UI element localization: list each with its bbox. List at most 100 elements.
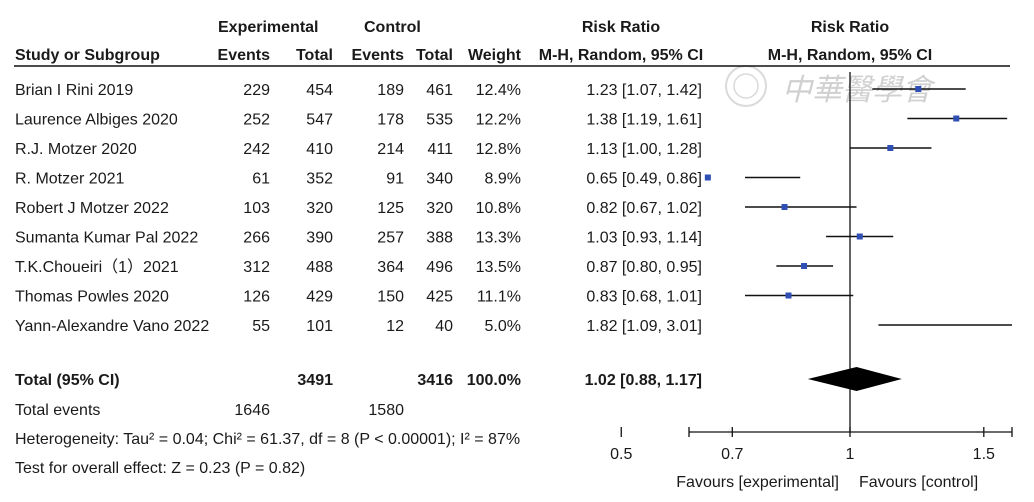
exp-events-value: 61 (252, 171, 270, 188)
exp-total-value: 390 (306, 230, 333, 247)
weight-value: 10.8% (476, 200, 521, 217)
weight-value: 12.2% (476, 112, 521, 129)
total-label: Total (95% CI) (15, 372, 120, 389)
study-row: R. Motzer 2021 61 352 91 340 8.9% 0.65 [0.49, … (15, 171, 702, 188)
exp-total-value: 454 (306, 82, 333, 99)
exp-events-value: 55 (252, 318, 270, 335)
study-row: T.K.Choueiri（1）2021 312 488 364 496 13.5% 0.87… (15, 258, 702, 276)
favours-experimental-label: Favours [experimental] (676, 474, 839, 491)
study-name: R.J. Motzer 2020 (15, 141, 137, 158)
weight-value: 13.5% (476, 259, 521, 276)
ctl-events-value: 189 (377, 82, 404, 99)
weight-value: 8.9% (485, 171, 521, 188)
ctl-events-value: 125 (377, 200, 404, 217)
total-row: Total (95% CI) 3491 3416 100.0% 1.02 [0.… (15, 372, 702, 389)
study-rows: Brian I Rini 2019 229 454 189 461 12.4% 1.23 [… (15, 82, 702, 335)
weight-value: 5.0% (485, 318, 521, 335)
exp-total-value: 488 (306, 259, 333, 276)
ctl-total-value: 535 (426, 112, 453, 129)
total-events-ctl: 1580 (368, 402, 404, 419)
study-name: Sumanta Kumar Pal 2022 (15, 230, 198, 247)
header-risk-ratio-text: Risk Ratio (582, 19, 660, 36)
ctl-events-value: 257 (377, 230, 404, 247)
study-row: Laurence Albiges 2020 252 547 178 535 12.2% 1.… (15, 112, 702, 129)
exp-events-value: 312 (243, 259, 270, 276)
study-name: Robert J Motzer 2022 (15, 200, 169, 217)
study-name: T.K.Choueiri（1）2021 (15, 258, 179, 276)
col-ctl-total: Total (416, 47, 453, 64)
ci-text-value: 1.13 [1.00, 1.28] (586, 141, 702, 158)
favours-control-label: Favours [control] (859, 474, 978, 491)
exp-total-value: 352 (306, 171, 333, 188)
ctl-events-value: 214 (377, 141, 404, 158)
overall-effect-text: Test for overall effect: Z = 0.23 (P = 0… (15, 460, 305, 477)
exp-events-value: 229 (243, 82, 270, 99)
ctl-total-value: 40 (435, 318, 453, 335)
col-method-plot: M-H, Random, 95% CI (768, 47, 932, 64)
total-exp-total: 3491 (297, 372, 333, 389)
col-study: Study or Subgroup (15, 47, 160, 64)
exp-events-value: 252 (243, 112, 270, 129)
study-name: Yann-Alexandre Vano 2022 (15, 318, 209, 335)
pooled-estimate-diamond (807, 367, 902, 391)
exp-events-value: 242 (243, 141, 270, 158)
x-tick-label: 1.5 (973, 446, 995, 463)
watermark: 中華醫學會 (725, 65, 936, 108)
total-events-label: Total events (15, 402, 100, 419)
heterogeneity-text: Heterogeneity: Tau² = 0.04; Chi² = 61.37… (15, 431, 520, 448)
col-weight: Weight (468, 47, 522, 64)
exp-events-value: 103 (243, 200, 270, 217)
total-weight: 100.0% (467, 372, 521, 389)
ci-text-value: 1.38 [1.19, 1.61] (586, 112, 702, 129)
ctl-total-value: 411 (427, 141, 453, 158)
study-name: Thomas Powles 2020 (15, 289, 169, 306)
watermark-text: 中華醫學會 (782, 73, 936, 108)
study-row: Brian I Rini 2019 229 454 189 461 12.4% 1.23 [… (15, 82, 702, 99)
point-estimate-marker (953, 115, 960, 122)
ci-text-value: 0.83 [0.68, 1.01] (586, 289, 702, 306)
x-tick-label: 0.7 (721, 446, 743, 463)
ctl-events-value: 364 (377, 259, 404, 276)
study-row: Sumanta Kumar Pal 2022 266 390 257 388 13.3% 1… (15, 230, 702, 247)
study-row: Thomas Powles 2020 126 429 150 425 11.1% 0.83 … (15, 289, 702, 306)
point-estimate-marker (887, 145, 894, 151)
ctl-events-value: 12 (386, 318, 404, 335)
ctl-events-value: 150 (377, 289, 404, 306)
ci-text-value: 1.03 [0.93, 1.14] (586, 230, 702, 247)
ctl-events-value: 91 (386, 171, 404, 188)
study-name: Laurence Albiges 2020 (15, 112, 178, 129)
total-ctl-total: 3416 (417, 372, 453, 389)
point-estimate-marker (801, 263, 808, 269)
exp-total-value: 429 (306, 289, 333, 306)
weight-value: 12.8% (476, 141, 521, 158)
col-exp-events: Events (218, 47, 271, 64)
study-name: R. Motzer 2021 (15, 171, 124, 188)
point-estimate-marker (704, 174, 711, 181)
exp-total-value: 410 (306, 141, 333, 158)
exp-total-value: 101 (306, 318, 333, 335)
point-estimate-marker (785, 292, 792, 299)
ci-text-value: 0.82 [0.67, 1.02] (586, 200, 702, 217)
exp-events-value: 266 (243, 230, 270, 247)
ctl-total-value: 461 (426, 82, 453, 99)
col-exp-total: Total (296, 47, 333, 64)
point-estimate-marker (915, 86, 922, 92)
point-estimate-marker (856, 233, 863, 240)
ci-text-value: 0.65 [0.49, 0.86] (586, 171, 702, 188)
header-experimental: Experimental (218, 19, 318, 36)
col-method-text: M-H, Random, 95% CI (539, 47, 703, 64)
header-risk-ratio-plot: Risk Ratio (811, 19, 889, 36)
study-row: Robert J Motzer 2022 103 320 125 320 10.8% 0.8… (15, 200, 702, 217)
ctl-total-value: 425 (426, 289, 453, 306)
ctl-total-value: 340 (426, 171, 453, 188)
exp-total-value: 320 (306, 200, 333, 217)
ctl-events-value: 178 (377, 112, 404, 129)
weight-value: 11.1% (477, 289, 521, 306)
weight-value: 13.3% (476, 230, 521, 247)
x-tick-label: 1 (846, 446, 855, 463)
ci-text-value: 1.82 [1.09, 3.01] (586, 318, 702, 335)
ci-text-value: 1.23 [1.07, 1.42] (586, 82, 702, 99)
total-events-row: Total events 1646 1580 (15, 402, 404, 419)
ctl-total-value: 320 (426, 200, 453, 217)
